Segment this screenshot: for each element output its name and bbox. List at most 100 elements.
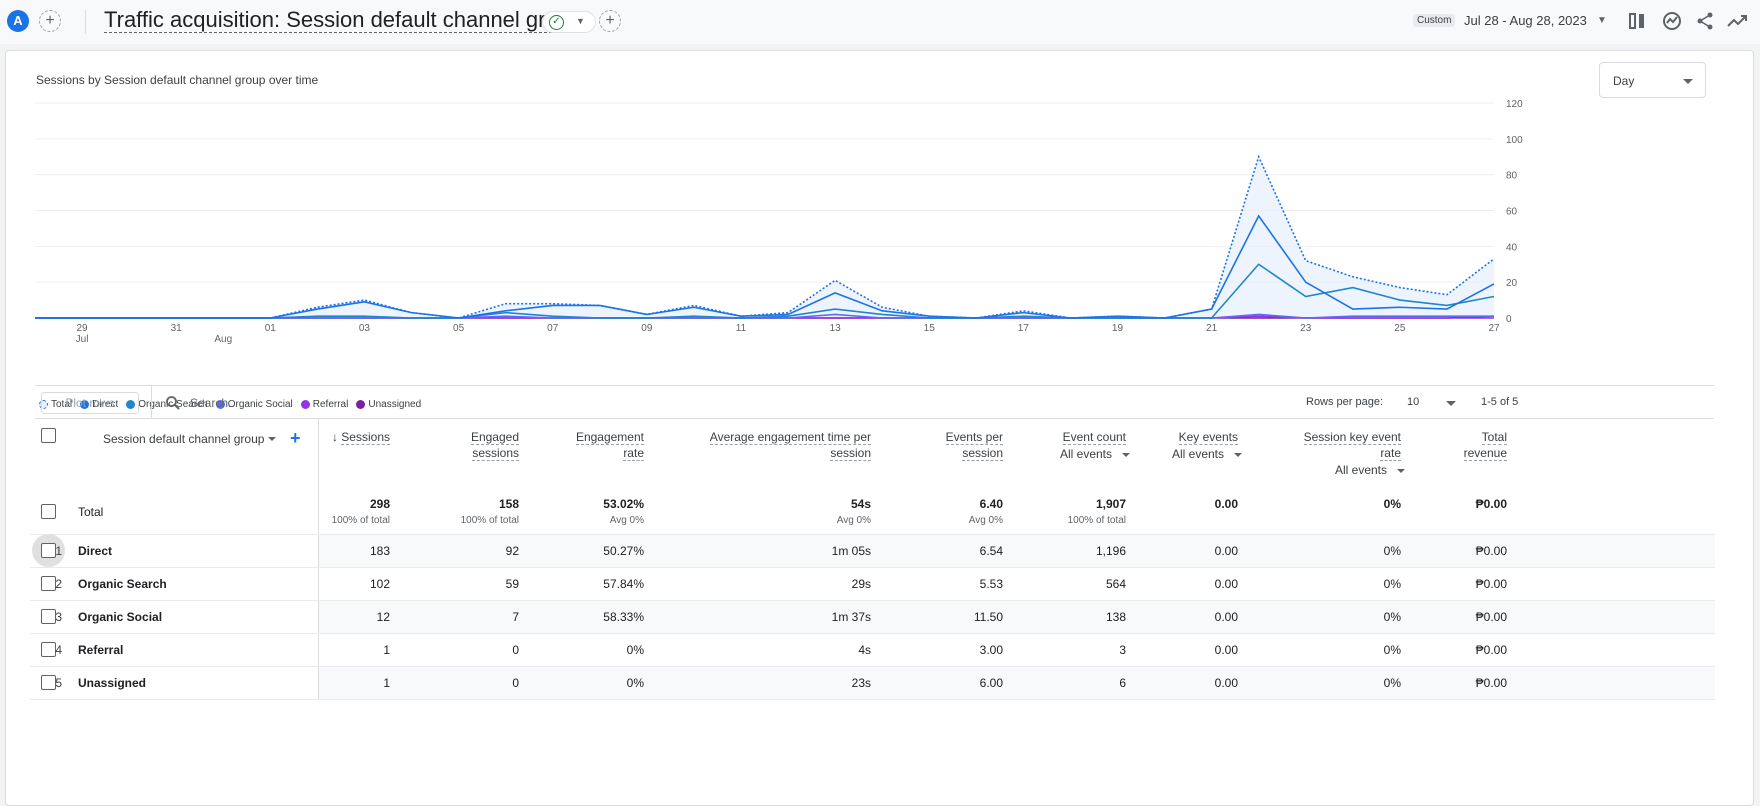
cell-session-key-event-rate: 0% xyxy=(1383,610,1401,624)
sessions-line-chart: 0 20 40 60 80 100 120 29 31 01 03 05 07 09 11 13 15 17 19 2… xyxy=(35,99,1523,345)
legend-item[interactable]: Total xyxy=(39,397,72,411)
table-row[interactable] xyxy=(30,567,1715,600)
column-header-total-revenue[interactable]: Total revenue xyxy=(1463,429,1507,461)
row-checkbox[interactable] xyxy=(41,576,56,591)
row-index: 5 xyxy=(55,676,62,690)
table-row[interactable] xyxy=(30,666,1715,699)
report-status-button[interactable]: ✓ ▼ xyxy=(542,11,596,33)
account-avatar[interactable]: A xyxy=(7,10,29,32)
cell-event-count: 3 xyxy=(1119,643,1126,657)
total-sessions-subtext: 100% of total xyxy=(331,515,390,526)
dimension-selector[interactable]: Session default channel group xyxy=(103,432,265,446)
legend-label: Organic Search xyxy=(138,398,208,410)
chevron-down-icon[interactable]: ▼ xyxy=(1597,15,1607,26)
y-tick-label: 0 xyxy=(1506,314,1512,325)
x-tick-label: 27 xyxy=(1488,323,1500,334)
table-row[interactable] xyxy=(30,534,1715,567)
legend-swatch xyxy=(39,399,48,409)
insights-icon[interactable] xyxy=(1660,9,1684,33)
cell-sessions: 1 xyxy=(383,676,390,690)
cell-total-revenue: ₱0.00 xyxy=(1475,643,1507,657)
dropdown-arrow-icon[interactable] xyxy=(1446,401,1456,406)
column-header-label: session xyxy=(962,446,1003,461)
row-checkbox[interactable] xyxy=(41,609,56,624)
table-bottom-border xyxy=(30,699,1715,700)
cell-engagement-rate: 0% xyxy=(626,676,644,690)
compare-icon[interactable] xyxy=(1625,9,1649,33)
add-dimension-button[interactable]: + xyxy=(290,428,301,448)
row-dimension-direct[interactable]: Direct xyxy=(78,544,113,558)
row-checkbox[interactable] xyxy=(41,543,56,558)
row-dimension-referral[interactable]: Referral xyxy=(78,643,124,657)
dropdown-arrow-icon[interactable] xyxy=(1234,453,1242,457)
cell-avg-engagement-time: 29s xyxy=(851,577,871,591)
row-dimension-organic-social[interactable]: Organic Social xyxy=(78,610,163,624)
row-checkbox[interactable] xyxy=(41,642,56,657)
series-line-organic-search xyxy=(35,263,1495,319)
column-header-events-per-session[interactable]: Events per session xyxy=(945,429,1003,461)
legend-item[interactable]: Direct xyxy=(80,397,118,411)
cell-engagement-rate: 58.33% xyxy=(603,610,644,624)
column-header-event-count[interactable]: Event count xyxy=(1062,429,1126,445)
column-header-session-key-event-rate[interactable]: Session key event rate xyxy=(1303,429,1401,461)
total-row-checkbox[interactable] xyxy=(41,504,56,519)
column-header-engaged-sessions[interactable]: Engaged sessions xyxy=(470,429,519,461)
x-tick-label: 21 xyxy=(1206,323,1218,334)
legend-swatch xyxy=(80,399,90,409)
row-dimension-organic-search[interactable]: Organic Search xyxy=(78,577,167,591)
column-header-label: Engaged xyxy=(470,430,519,445)
row-index: 2 xyxy=(55,577,62,591)
cell-total-revenue: ₱0.00 xyxy=(1475,577,1507,591)
column-header-label: Events per xyxy=(945,430,1003,445)
dropdown-arrow-icon[interactable] xyxy=(1397,469,1405,473)
rows-per-page-select[interactable]: 10 xyxy=(1407,396,1420,408)
search-icon xyxy=(166,396,180,410)
cell-event-count: 138 xyxy=(1105,610,1126,624)
column-header-label: Engagement xyxy=(575,430,644,445)
cell-avg-engagement-time: 4s xyxy=(858,643,871,657)
total-key-events: 0.00 xyxy=(1214,497,1238,511)
column-header-label: rate xyxy=(623,446,644,461)
event-filter-select[interactable]: All events xyxy=(1059,447,1112,461)
interval-value: Day xyxy=(1613,74,1635,88)
add-report-button[interactable]: + xyxy=(599,10,621,32)
date-range-picker[interactable]: Jul 28 - Aug 28, 2023 xyxy=(1464,13,1587,28)
cell-avg-engagement-time: 1m 05s xyxy=(831,544,871,558)
total-engaged-sessions: 158 xyxy=(498,497,519,511)
interval-select[interactable]: Day xyxy=(1599,62,1706,98)
cell-engagement-rate: 50.27% xyxy=(603,544,644,558)
add-comparison-button[interactable]: + xyxy=(39,10,61,32)
page-title[interactable]: Traffic acquisition: Session default cha… xyxy=(104,7,583,33)
row-dimension-unassigned[interactable]: Unassigned xyxy=(78,676,147,690)
row-checkbox[interactable] xyxy=(41,675,56,690)
event-filter-select[interactable]: All events xyxy=(1171,447,1224,461)
column-header-avg-engagement-time[interactable]: Average engagement time per session xyxy=(709,429,871,461)
cell-engagement-rate: 0% xyxy=(626,643,644,657)
row-index: 1 xyxy=(55,544,62,558)
event-filter-select[interactable]: All events xyxy=(1334,463,1387,477)
cell-key-events: 0.00 xyxy=(1214,676,1238,690)
total-sessions: 298 xyxy=(369,497,390,511)
dropdown-arrow-icon[interactable] xyxy=(268,437,276,441)
column-header-sessions[interactable]: ↓ Sessions xyxy=(332,429,390,445)
table-row[interactable] xyxy=(30,600,1715,633)
chevron-down-icon: ▼ xyxy=(576,16,585,26)
legend-item[interactable]: Organic Search xyxy=(126,397,208,411)
row-index: 3 xyxy=(55,610,62,624)
column-header-key-events[interactable]: Key events xyxy=(1178,429,1238,445)
plot-rows-button[interactable]: Plot rows xyxy=(41,392,139,414)
share-icon[interactable] xyxy=(1693,9,1717,33)
cell-key-events: 0.00 xyxy=(1214,610,1238,624)
column-header-engagement-rate[interactable]: Engagement rate xyxy=(575,429,644,461)
select-all-checkbox[interactable] xyxy=(41,428,56,443)
cell-events-per-session: 6.00 xyxy=(979,676,1003,690)
x-tick-label: 29 xyxy=(77,323,89,334)
trending-icon[interactable] xyxy=(1725,9,1749,33)
dropdown-arrow-icon[interactable] xyxy=(1122,453,1130,457)
table-row[interactable] xyxy=(30,633,1715,666)
cell-event-count: 564 xyxy=(1105,577,1126,591)
sort-descending-icon[interactable]: ↓ xyxy=(331,430,342,444)
pagination-status: 1-5 of 5 xyxy=(1481,396,1519,408)
y-tick-label: 100 xyxy=(1506,135,1523,146)
search-input[interactable] xyxy=(190,394,590,412)
